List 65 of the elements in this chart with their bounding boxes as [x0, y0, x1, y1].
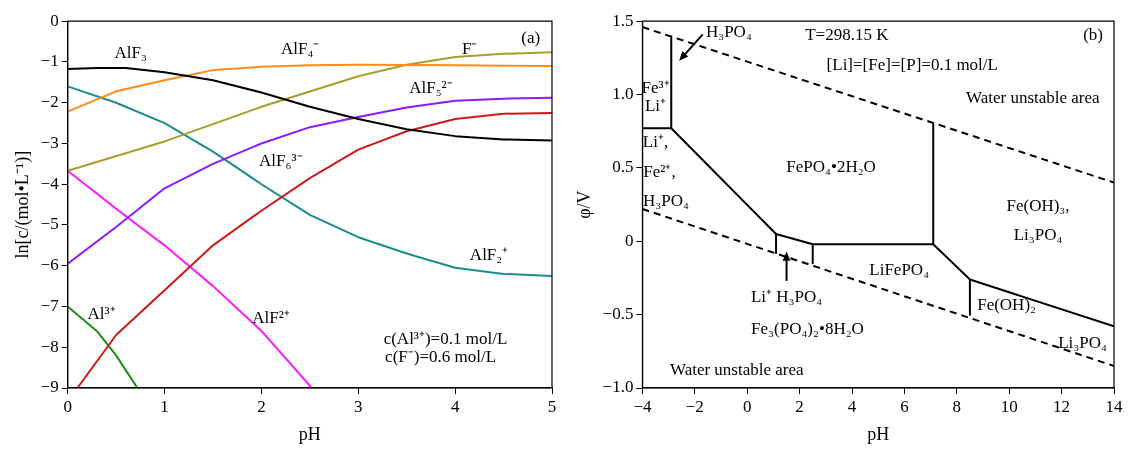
x-tick-label: 4: [450, 396, 460, 416]
annotation: Fe(OH)₃,: [1006, 195, 1070, 215]
y-tick-label: 0: [50, 10, 59, 30]
annotation: (a): [521, 27, 541, 47]
x-tick-label: 4: [847, 396, 857, 416]
annotation: LiFePO₄: [869, 260, 930, 280]
y-tick-label: −2: [40, 92, 59, 112]
x-tick-label: 1: [160, 396, 169, 416]
y-tick-label: 1.5: [612, 10, 634, 30]
annotation: Fe³⁺: [641, 78, 670, 98]
y-tick-label: −5: [40, 214, 59, 234]
x-tick-label: 12: [1053, 396, 1071, 416]
annotation: Water unstable area: [669, 359, 805, 379]
x-tick-label: 8: [952, 396, 962, 416]
annotation: Fe₃(PO₄)₂•8H₂O: [751, 318, 864, 338]
y-tick-label: −0.5: [602, 304, 634, 324]
series-label: AlF₄⁻: [280, 39, 320, 59]
y-tick-label: −8: [40, 336, 59, 356]
annotation: FePO₄•2H₂O: [786, 157, 876, 177]
annotation: Li⁺,: [642, 132, 669, 152]
y-axis-title: ln[c/(mol•L⁻¹)]: [11, 150, 33, 259]
y-tick-label: −3: [40, 132, 59, 152]
x-tick-label: 5: [547, 396, 557, 416]
x-tick-label: 0: [742, 396, 752, 416]
annotation: (b): [1083, 25, 1103, 45]
annotation: Li⁺ H₃PO₄: [750, 286, 823, 306]
series-label: AlF₂⁺: [469, 245, 509, 265]
series-label: AlF₆³⁻: [259, 151, 303, 171]
annotation: c(F⁻)=0.6 mol/L: [385, 346, 497, 366]
x-tick-label: 3: [354, 396, 363, 416]
series-label: Al³⁺: [87, 304, 116, 324]
series-label: AlF²⁺: [252, 308, 290, 328]
x-tick-label: 2: [257, 396, 266, 416]
y-tick-label: 0: [624, 230, 634, 250]
series-label: AlF₃: [114, 43, 147, 63]
x-tick-label: 10: [1000, 396, 1018, 416]
annotation: Li₃PO₄: [1058, 333, 1107, 353]
x-tick-label: 6: [900, 396, 909, 416]
x-tick-label: −4: [633, 396, 652, 416]
annotation: Li₃PO₄: [1013, 224, 1063, 244]
annotation: T=298.15 K: [805, 25, 890, 45]
y-tick-label: −6: [40, 255, 59, 275]
y-tick-label: −4: [40, 173, 60, 193]
y-axis-title: φ/V: [573, 190, 594, 219]
annotation: H₃PO₄: [705, 22, 752, 42]
y-tick-label: −7: [40, 295, 60, 315]
annotation: Fe²⁺,: [643, 161, 676, 181]
y-tick-label: 0.5: [612, 157, 634, 177]
series-label: AlF₅²⁻: [409, 77, 453, 97]
x-tick-label: 2: [795, 396, 804, 416]
y-tick-label: −1: [40, 51, 59, 71]
annotation: Li⁺: [644, 95, 667, 115]
x-tick-label: −2: [685, 396, 704, 416]
annotation: Fe(OH)₂: [977, 295, 1036, 315]
y-tick-label: 1.0: [612, 84, 634, 104]
x-axis-title: pH: [298, 423, 321, 444]
y-tick-label: −1.0: [602, 377, 634, 397]
annotation: H₃PO₄: [643, 191, 690, 211]
annotation: c(Al³⁺)=0.1 mol/L: [383, 328, 508, 348]
x-axis-title: pH: [867, 423, 890, 444]
series-label: F⁻: [461, 39, 478, 59]
annotation: Water unstable area: [965, 88, 1101, 108]
annotation: [Li]=[Fe]=[P]=0.1 mol/L: [826, 54, 998, 74]
y-tick-label: −9: [40, 377, 59, 397]
x-tick-label: 14: [1105, 396, 1123, 416]
